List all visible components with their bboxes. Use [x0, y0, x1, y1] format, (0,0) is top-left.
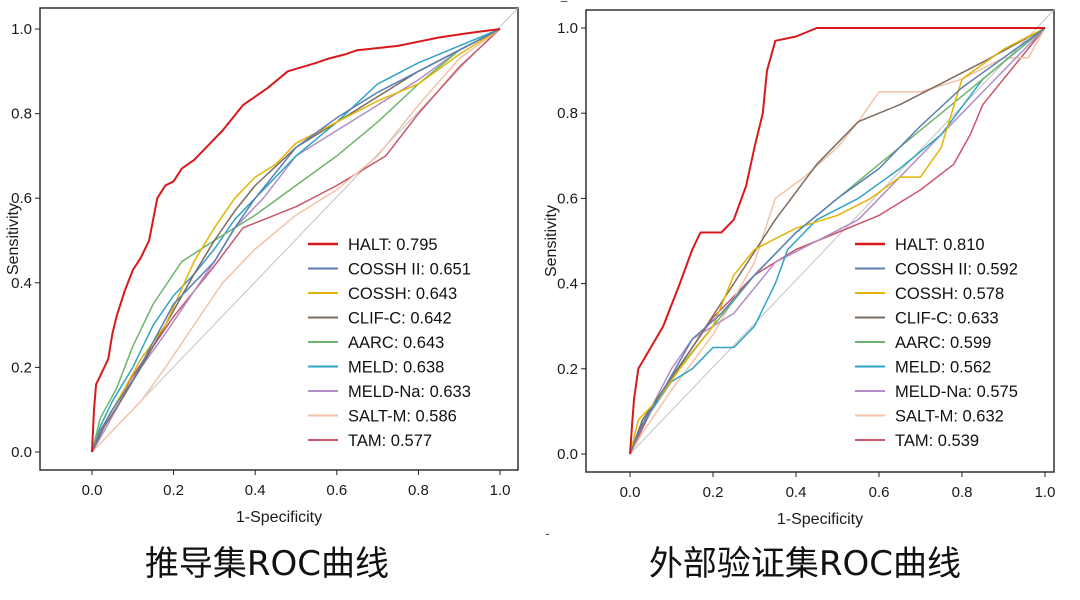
y-tick-label: 0.2 [557, 361, 578, 378]
y-axis-label: Sensitivity [543, 205, 560, 277]
legend-label-aarc: AARC: 0.643 [348, 334, 444, 352]
legend-label-cossh-ii: COSSH II: 0.592 [895, 261, 1018, 279]
roc-line-clif-c [91, 28, 501, 453]
legend-label-meld: MELD: 0.638 [348, 359, 444, 377]
roc-line-salt-m [91, 28, 501, 453]
x-tick-label: 0.6 [326, 482, 347, 499]
legend: HALT: 0.810 COSSH II: 0.592 COSSH: 0.578 CL… [855, 236, 1018, 450]
y-tick-label: 1.0 [11, 21, 32, 38]
roc-chart-1: 0.0 0.2 0.4 0.6 0.8 1.0 0.0 0.2 0.4 0.6 0.8 1.0 1-Sp… [5, 7, 519, 584]
y-tick-label: 0.0 [557, 446, 578, 463]
legend-label-aarc: AARC: 0.599 [895, 334, 991, 352]
roc-line-halt [629, 27, 1045, 455]
roc-line-cossh [629, 27, 1046, 455]
legend-label-meld-na: MELD-Na: 0.633 [348, 383, 471, 401]
x-tick-label: 0.2 [703, 484, 724, 501]
legend: HALT: 0.795 COSSH II: 0.651 COSSH: 0.643 CL… [308, 236, 471, 450]
legend-label-cossh: COSSH: 0.643 [348, 285, 457, 303]
legend-label-tam: TAM: 0.539 [895, 432, 979, 450]
legend-label-clif-c: CLIF-C: 0.633 [895, 310, 999, 328]
y-tick-label: 0.4 [11, 275, 32, 292]
x-axis-label: 1-Specificity [777, 511, 863, 528]
legend-label-salt-m: SALT-M: 0.586 [348, 408, 457, 426]
x-tick-label: 1.0 [490, 482, 511, 499]
roc-line-halt [91, 28, 501, 453]
roc-line-cossh-ii [629, 27, 1046, 455]
plot-frame [39, 7, 519, 471]
x-tick-label: 0.4 [786, 484, 807, 501]
top-mark: − [560, 0, 568, 9]
roc-line-cossh-ii [91, 28, 501, 453]
x-tick-label: 0.2 [163, 482, 184, 499]
legend-label-meld-na: MELD-Na: 0.575 [895, 383, 1018, 401]
x-tick-label: 0.8 [952, 484, 973, 501]
legend-label-clif-c: CLIF-C: 0.642 [348, 310, 452, 328]
y-tick-label: 0.2 [11, 359, 32, 376]
plot-frame [585, 9, 1055, 473]
x-tick-label: 0.0 [82, 482, 103, 499]
y-tick-label: 1.0 [557, 20, 578, 37]
chart-caption: 推导集ROC曲线 [145, 544, 389, 584]
x-tick-label: 0.0 [620, 484, 641, 501]
y-tick-label: 0.8 [11, 106, 32, 123]
x-tick-label: 1.0 [1035, 484, 1056, 501]
legend-label-salt-m: SALT-M: 0.632 [895, 408, 1004, 426]
x-axis-label: 1-Specificity [236, 509, 322, 526]
y-tick-label: 0.6 [11, 190, 32, 207]
legend-label-meld: MELD: 0.562 [895, 359, 991, 377]
chart-caption: 外部验证集ROC曲线 [649, 544, 961, 584]
bottom-mark: - [545, 525, 550, 541]
x-tick-label: 0.6 [869, 484, 890, 501]
x-tick-label: 0.8 [408, 482, 429, 499]
y-axis-label: Sensitivity [5, 203, 22, 275]
roc-line-meld-na [629, 27, 1046, 455]
series-group [629, 27, 1046, 455]
roc-line-cossh [91, 28, 501, 453]
legend-label-cossh: COSSH: 0.578 [895, 285, 1004, 303]
legend-label-halt: HALT: 0.795 [348, 236, 438, 254]
legend-label-halt: HALT: 0.810 [895, 236, 985, 254]
y-tick-label: 0.8 [557, 105, 578, 122]
series-group [91, 28, 501, 453]
roc-chart-2: 0.0 0.2 0.4 0.6 0.8 1.0 0.0 0.2 0.4 0.6 0.8 1.0 1-Sp… [543, 9, 1056, 584]
y-tick-label: 0.6 [557, 190, 578, 207]
legend-label-tam: TAM: 0.577 [348, 432, 432, 450]
y-tick-label: 0.4 [557, 276, 578, 293]
x-tick-label: 0.4 [245, 482, 266, 499]
diagonal-reference-line [629, 9, 1055, 455]
legend-label-cossh-ii: COSSH II: 0.651 [348, 261, 471, 279]
y-tick-label: 0.0 [11, 444, 32, 461]
roc-line-salt-m [629, 27, 1046, 455]
